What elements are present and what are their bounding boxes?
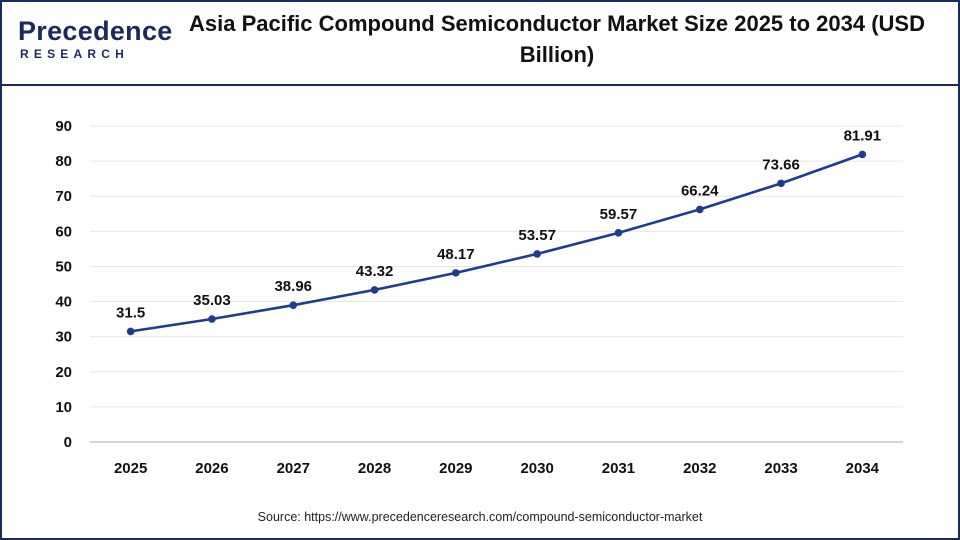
y-tick-label: 70 <box>55 188 72 205</box>
chart-title: Asia Pacific Compound Semiconductor Mark… <box>189 11 925 67</box>
data-label: 31.5 <box>116 304 145 321</box>
data-label: 73.66 <box>762 156 800 173</box>
data-point <box>777 179 785 188</box>
data-label: 43.32 <box>356 263 394 280</box>
y-tick-label: 80 <box>55 153 72 170</box>
header: Precedence RESEARCH Asia Pacific Compoun… <box>2 2 958 82</box>
y-tick-label: 60 <box>55 223 72 240</box>
x-tick-label: 2026 <box>195 460 228 477</box>
data-label: 48.17 <box>437 246 475 263</box>
data-point <box>858 150 867 159</box>
data-label: 35.03 <box>193 292 231 309</box>
y-tick-label: 40 <box>55 294 72 311</box>
data-point <box>126 327 135 336</box>
y-tick-label: 10 <box>55 399 72 416</box>
y-tick-label: 90 <box>55 118 72 135</box>
data-label: 53.57 <box>518 227 556 244</box>
header-divider <box>0 84 960 86</box>
y-tick-label: 20 <box>55 364 72 381</box>
data-label: 38.96 <box>274 278 312 295</box>
data-point <box>289 301 298 310</box>
y-tick-label: 50 <box>55 258 72 275</box>
y-tick-label: 30 <box>55 329 72 346</box>
data-point <box>533 250 541 258</box>
x-tick-label: 2028 <box>358 460 391 477</box>
brand-logo: Precedence RESEARCH <box>18 16 172 66</box>
series-line <box>129 153 864 333</box>
data-label: 66.24 <box>681 182 719 199</box>
x-tick-label: 2029 <box>439 460 472 477</box>
data-point <box>370 286 379 294</box>
y-tick-label: 0 <box>64 434 72 451</box>
data-point <box>695 205 704 214</box>
logo-wordmark: Precedence <box>18 16 173 46</box>
data-point <box>208 315 216 323</box>
source-note: Source: https://www.precedenceresearch.c… <box>257 510 703 524</box>
x-tick-label: 2032 <box>683 460 716 477</box>
x-tick-label: 2031 <box>602 460 635 477</box>
logo-subtitle: RESEARCH <box>20 47 129 61</box>
x-tick-label: 2025 <box>114 460 147 477</box>
x-tick-label: 2034 <box>846 460 880 477</box>
x-tick-label: 2027 <box>277 460 310 477</box>
x-tick-label: 2033 <box>764 460 797 477</box>
data-point <box>614 229 623 237</box>
data-point <box>452 269 460 277</box>
data-label: 81.91 <box>844 127 882 144</box>
data-label: 59.57 <box>600 206 638 223</box>
x-tick-label: 2030 <box>520 460 553 477</box>
